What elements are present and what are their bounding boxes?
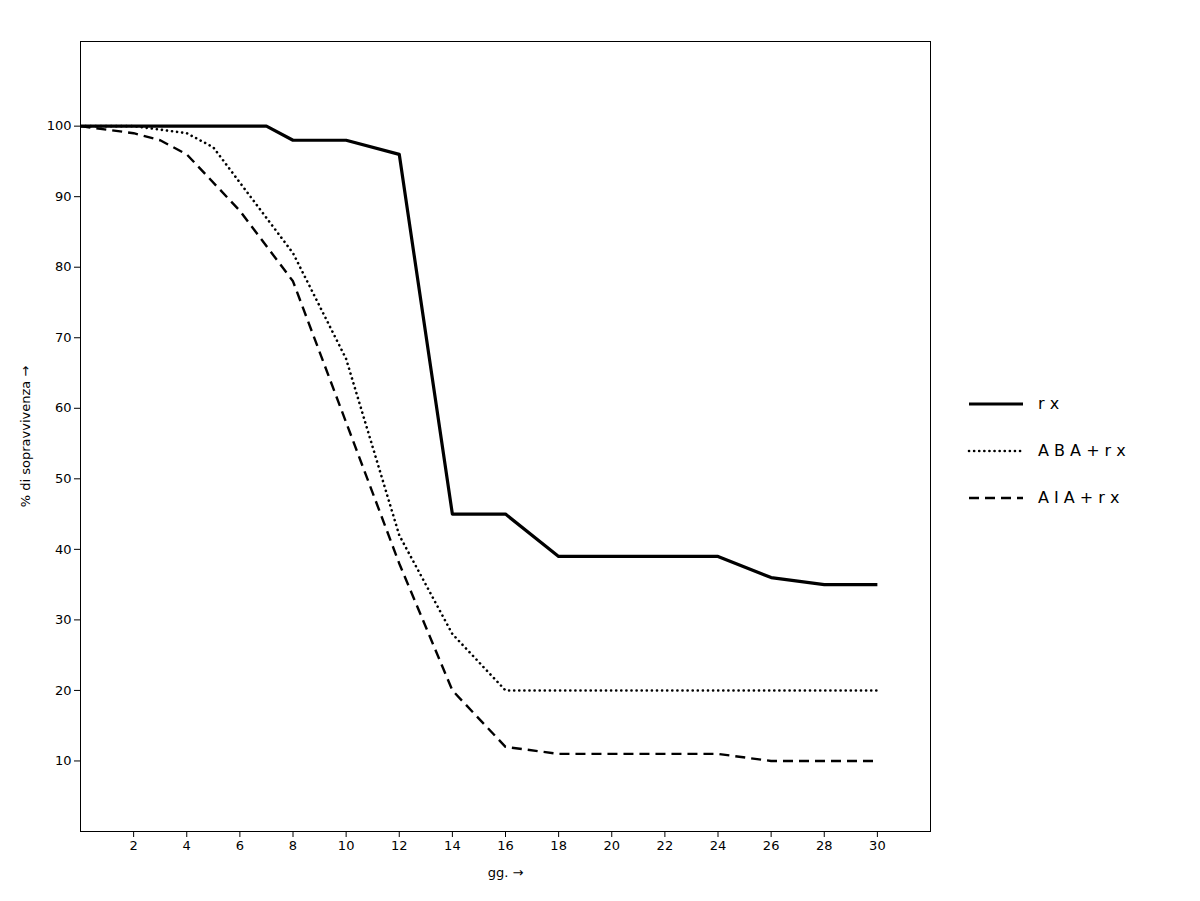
svg-text:100: 100 [47,118,72,133]
svg-text:6: 6 [236,837,244,852]
html-text:r x: r x [1038,394,1060,413]
svg-text:18: 18 [550,837,567,852]
svg-text:70: 70 [55,329,72,344]
svg-text:20: 20 [603,837,620,852]
svg-text:30: 30 [869,837,886,852]
svg-text:90: 90 [55,188,72,203]
svg-text:16: 16 [497,837,514,852]
svg-text:% di sopravvivenza →: % di sopravvivenza → [18,365,33,507]
svg-text:80: 80 [55,259,72,274]
svg-text:gg. →: gg. → [488,864,524,879]
svg-text:20: 20 [55,682,72,697]
svg-text:14: 14 [444,837,461,852]
svg-text:28: 28 [816,837,833,852]
svg-text:50: 50 [55,470,72,485]
svg-text:22: 22 [657,837,674,852]
svg-text:10: 10 [338,837,355,852]
svg-text:12: 12 [391,837,408,852]
svg-text:60: 60 [55,400,72,415]
svg-text:4: 4 [183,837,191,852]
svg-text:24: 24 [710,837,727,852]
svg-text:8: 8 [289,837,297,852]
svg-text:40: 40 [55,541,72,556]
html-text:A B A + r x: A B A + r x [1038,441,1126,460]
svg-text:30: 30 [55,612,72,627]
svg-text:2: 2 [129,837,137,852]
svg-text:10: 10 [55,753,72,768]
svg-text:26: 26 [763,837,780,852]
html-text:A I A + r x: A I A + r x [1038,488,1120,507]
